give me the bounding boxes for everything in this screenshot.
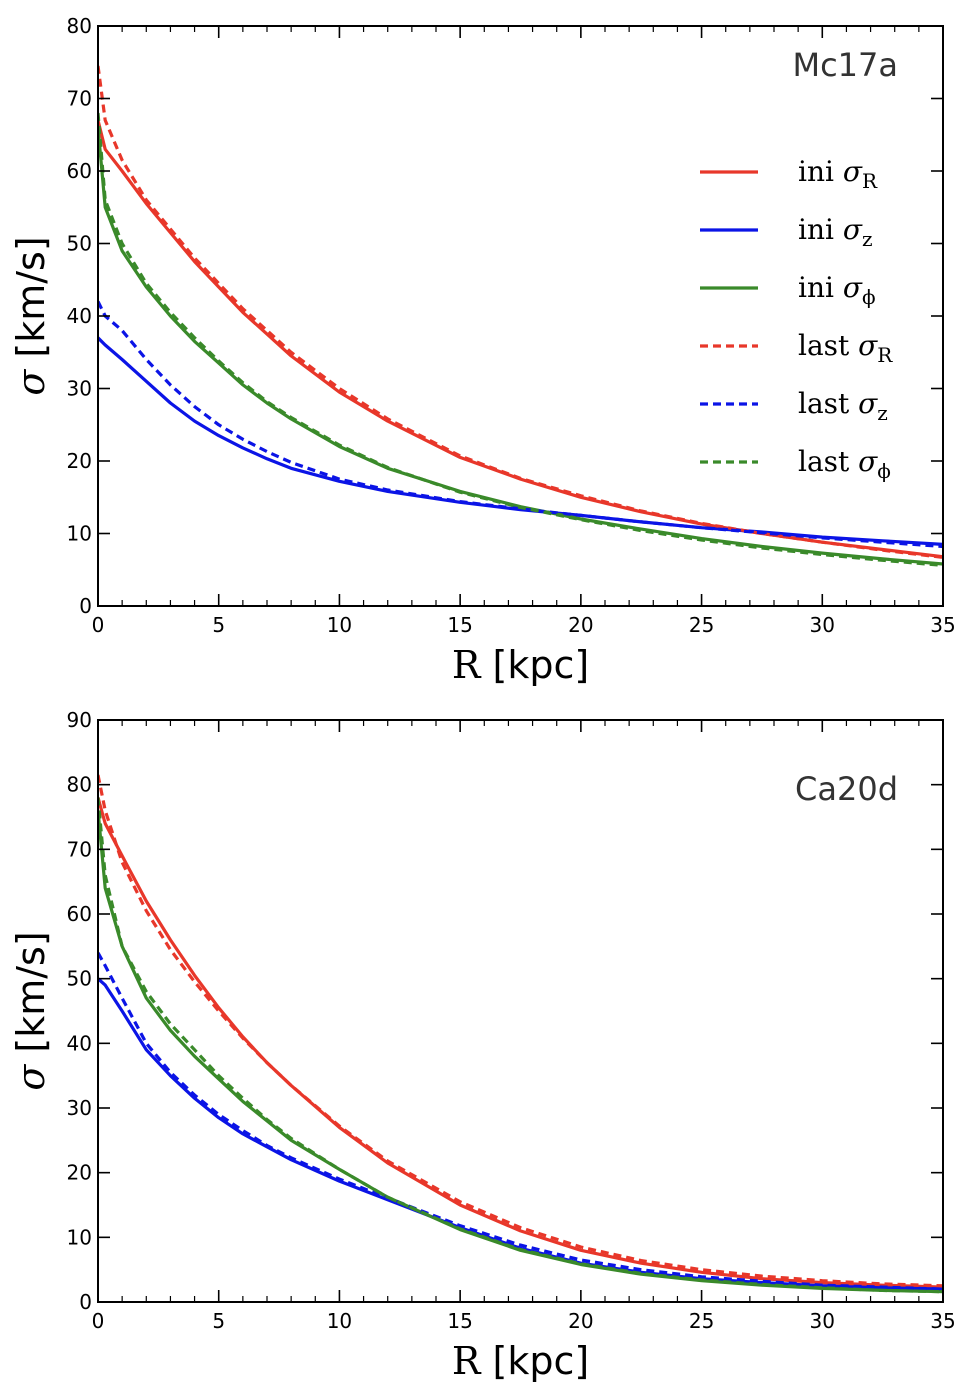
series-line-last-3	[98, 65, 943, 559]
plot-frame	[97, 719, 944, 1303]
series-line-last-4	[98, 952, 943, 1291]
y-tick-label: 20	[67, 449, 92, 473]
series-line-last-3	[98, 774, 943, 1288]
x-tick-label: 15	[447, 1309, 472, 1333]
x-tick-label: 10	[327, 1309, 352, 1333]
plot-frame	[97, 25, 944, 607]
panel-ca20d: 0 5 10 15 20 25 30 35 0 10 20 30 40 50 60 70 80 90 R [kpc]…	[9, 708, 956, 1383]
x-tick-label: 20	[568, 613, 593, 637]
x-axis-title: R [kpc]	[452, 643, 589, 687]
x-axis-title: R [kpc]	[452, 1339, 589, 1383]
series-lines	[98, 65, 943, 567]
y-tick-label: 50	[67, 232, 92, 256]
y-tick-label: 50	[67, 967, 92, 991]
legend: ini σR ini σz ini σϕ last σR last σz last σϕ	[700, 155, 893, 483]
y-tick-label: 40	[67, 1031, 92, 1055]
y-axis-title: σ [km/s]	[9, 931, 53, 1090]
y-tick-label: 70	[67, 837, 92, 861]
x-tick-label: 20	[568, 1309, 593, 1333]
y-tick-label: 70	[67, 87, 92, 111]
series-lines	[98, 774, 943, 1294]
x-tick-label: 35	[930, 1309, 955, 1333]
y-tick-label: 90	[67, 708, 92, 732]
y-tick-label: 0	[79, 594, 92, 618]
y-tick-label: 40	[67, 304, 92, 328]
series-line-last-5	[98, 797, 943, 1294]
y-tick-label: 30	[67, 377, 92, 401]
y-tick-label: 60	[67, 159, 92, 183]
legend-label: last σR	[798, 329, 893, 367]
series-line-ini-0	[98, 797, 943, 1289]
x-tick-label: 30	[810, 613, 835, 637]
x-tick-label: 15	[447, 613, 472, 637]
legend-label: ini σR	[798, 155, 878, 193]
x-tick-label: 25	[689, 1309, 714, 1333]
legend-label: ini σz	[798, 213, 873, 251]
x-tick-label: 0	[92, 613, 105, 637]
series-line-ini-2	[98, 810, 943, 1294]
x-tick-label: 25	[689, 613, 714, 637]
y-tick-label: 80	[67, 14, 92, 38]
y-tick-label: 80	[67, 773, 92, 797]
legend-label: last σϕ	[798, 445, 891, 483]
y-tick-label: 20	[67, 1161, 92, 1185]
y-tick-label: 60	[67, 902, 92, 926]
series-line-last-4	[98, 300, 943, 549]
y-axis-title: σ [km/s]	[9, 236, 53, 395]
x-tick-label: 10	[327, 613, 352, 637]
x-tick-label: 5	[212, 613, 225, 637]
legend-label: last σz	[798, 387, 888, 425]
x-tick-label: 35	[930, 613, 955, 637]
y-tick-label: 10	[67, 522, 92, 546]
legend-label: ini σϕ	[798, 271, 876, 309]
panel-mc17a: 0 5 10 15 20 25 30 35 0 10 20 30 40 50 60 70 80 R [kpc] σ …	[9, 14, 956, 687]
series-line-ini-1	[98, 977, 943, 1291]
x-tick-label: 0	[92, 1309, 105, 1333]
y-tick-label: 0	[79, 1290, 92, 1314]
y-tick-label: 30	[67, 1096, 92, 1120]
x-tick-label: 5	[212, 1309, 225, 1333]
x-tick-label: 30	[810, 1309, 835, 1333]
series-line-last-5	[98, 112, 943, 567]
y-tick-label: 10	[67, 1225, 92, 1249]
panel-title: Ca20d	[795, 770, 898, 808]
panel-title: Mc17a	[792, 46, 898, 84]
